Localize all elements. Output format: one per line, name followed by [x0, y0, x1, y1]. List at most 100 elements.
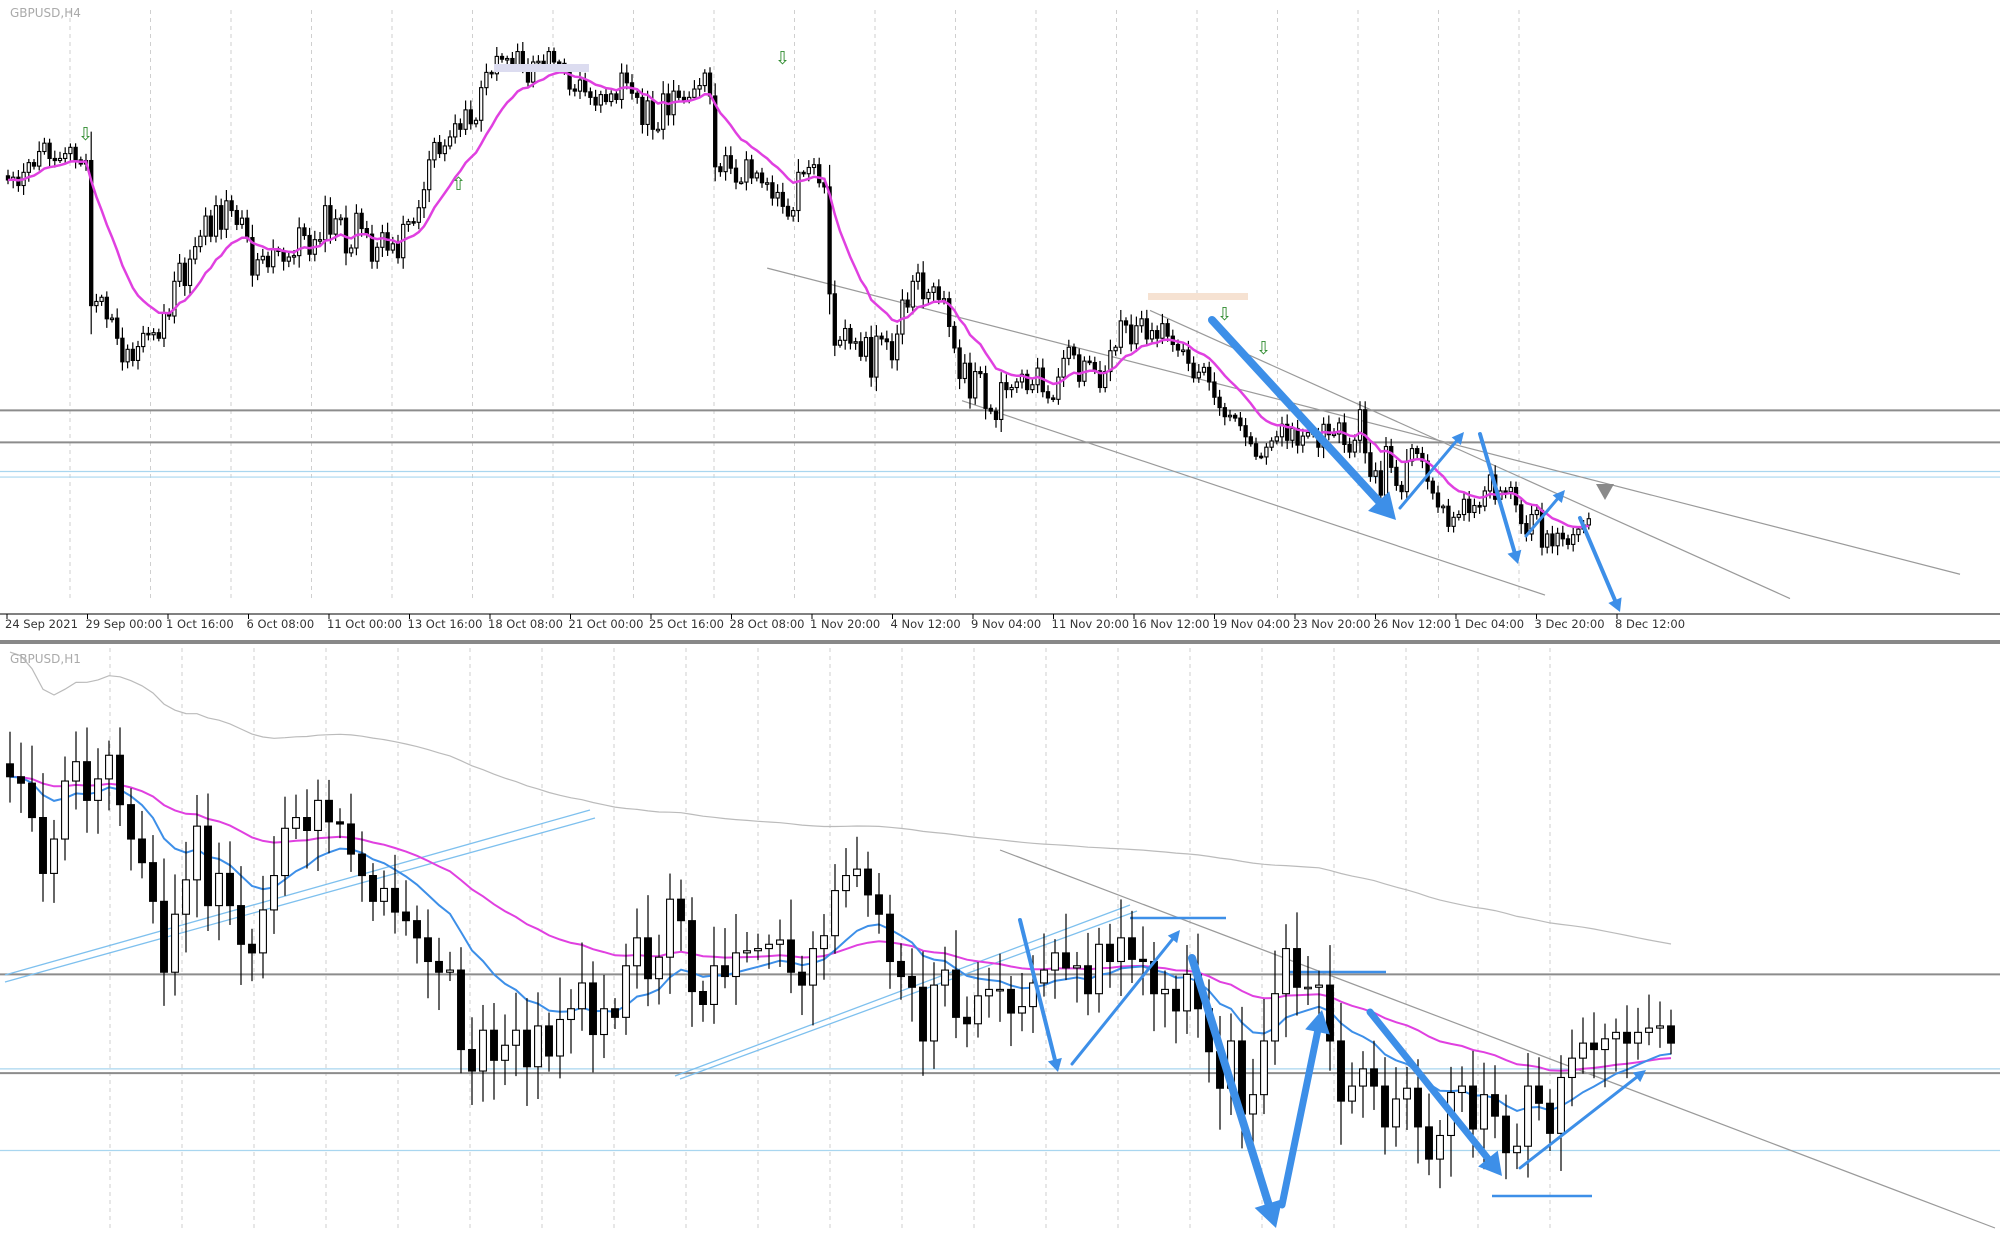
- bull-candle: [1480, 1094, 1488, 1130]
- bear-candle: [234, 209, 239, 225]
- bear-candle: [523, 1029, 531, 1068]
- bear-candle: [229, 200, 234, 212]
- bull-candle: [1586, 518, 1591, 526]
- trend-line: [961, 400, 1546, 596]
- bull-candle: [42, 142, 47, 153]
- bear-candle: [369, 875, 377, 902]
- bull-candle: [985, 988, 993, 997]
- bull-candle: [26, 162, 31, 173]
- trade-arrow-shaft: [1578, 516, 1617, 603]
- bull-candle: [622, 965, 630, 1018]
- bull-candle: [270, 875, 278, 911]
- bull-candle: [895, 333, 900, 361]
- bull-candle: [427, 159, 432, 191]
- top-chart-symbol: GBPUSD,H4: [10, 6, 81, 20]
- bottom-pane-h1[interactable]: GBPUSD,H1: [0, 648, 2000, 1230]
- bull-candle: [1066, 346, 1071, 359]
- bull-candle: [723, 155, 728, 173]
- bear-candle: [611, 1008, 619, 1018]
- bear-candle: [1259, 455, 1264, 459]
- bull-candle: [853, 341, 858, 344]
- bear-candle: [1667, 1025, 1675, 1044]
- bear-candle: [73, 146, 78, 161]
- bull-candle: [1014, 381, 1019, 389]
- bear-candle: [1071, 346, 1077, 356]
- bottom-chart-symbol: GBPUSD,H1: [10, 652, 81, 666]
- bear-candle: [208, 215, 213, 237]
- bear-candle: [347, 823, 355, 855]
- bull-candle: [754, 948, 762, 952]
- bear-candle: [1045, 391, 1051, 399]
- bear-candle: [237, 905, 245, 945]
- bear-candle: [624, 72, 629, 84]
- bear-candle: [1051, 397, 1056, 400]
- bear-candle: [905, 299, 910, 308]
- pane-separator[interactable]: [0, 640, 2000, 644]
- time-axis-label: 11 Oct 00:00: [327, 617, 402, 631]
- bull-candle: [1134, 325, 1139, 345]
- bull-candle: [811, 164, 817, 169]
- bull-candle: [177, 262, 182, 282]
- bear-candle: [413, 920, 421, 939]
- top-pane-h4[interactable]: ⇩⇩⇩⇩⇧ GBPUSD,H4 24 Sep 2021 29 Sep 00:00 1…: [0, 6, 2000, 631]
- bear-candle: [919, 986, 927, 1042]
- bear-candle: [952, 969, 960, 1018]
- bear-candle: [489, 71, 494, 75]
- bull-candle: [600, 1008, 608, 1036]
- bear-candle: [957, 347, 962, 380]
- bear-candle: [250, 237, 255, 276]
- bull-candle: [1029, 982, 1037, 1008]
- bull-candle: [996, 988, 1004, 992]
- bull-candle: [744, 159, 749, 183]
- time-axis-label: 18 Oct 08:00: [488, 617, 563, 631]
- bull-candle: [473, 119, 479, 125]
- time-axis-label: 9 Nov 04:00: [971, 617, 1041, 631]
- bull-candle: [1357, 409, 1363, 441]
- bear-candle: [884, 338, 889, 343]
- bear-candle: [1243, 425, 1248, 438]
- bear-candle: [978, 371, 983, 375]
- bear-candle: [921, 272, 926, 300]
- bear-candle: [1248, 436, 1253, 445]
- bull-candle: [61, 780, 69, 840]
- bear-candle: [1469, 1085, 1477, 1130]
- time-axis-label: 11 Nov 20:00: [1052, 617, 1130, 631]
- bull-candle: [187, 258, 193, 287]
- bull-candle: [1461, 498, 1467, 516]
- bear-candle: [1077, 354, 1082, 382]
- bear-candle: [146, 332, 151, 336]
- bull-candle: [806, 166, 811, 175]
- bull-candle: [973, 371, 978, 399]
- bull-candle: [837, 339, 843, 346]
- bull-candle: [578, 982, 586, 1010]
- bear-candle: [1233, 414, 1238, 419]
- bull-candle: [1482, 490, 1487, 507]
- trade-arrow-head: [1507, 549, 1522, 564]
- bear-candle: [1546, 1102, 1554, 1134]
- bull-candle: [501, 1044, 509, 1061]
- bear-candle: [385, 232, 390, 251]
- bear-candle: [160, 900, 168, 973]
- bear-candle: [827, 186, 832, 295]
- bull-candle: [577, 79, 583, 92]
- bear-candle: [676, 90, 681, 98]
- bull-candle: [1274, 436, 1279, 442]
- bear-candle: [897, 960, 905, 978]
- bull-candle: [1290, 427, 1295, 441]
- bull-candle: [1227, 414, 1233, 418]
- bear-candle: [1337, 1040, 1345, 1102]
- bear-candle: [1414, 1087, 1422, 1128]
- time-axis-label: 25 Oct 16:00: [649, 617, 724, 631]
- bull-candle: [105, 754, 113, 780]
- bull-candle: [655, 128, 661, 132]
- trade-arrow-head: [1305, 1010, 1330, 1035]
- bull-candle: [765, 182, 770, 185]
- bull-candle: [598, 94, 603, 106]
- trade-arrow-shaft: [1398, 439, 1458, 510]
- bear-candle: [402, 911, 410, 922]
- time-axis-label: 3 Dec 20:00: [1535, 617, 1605, 631]
- bear-candle: [325, 799, 333, 823]
- bear-candle: [733, 167, 739, 183]
- bear-candle: [1477, 504, 1482, 508]
